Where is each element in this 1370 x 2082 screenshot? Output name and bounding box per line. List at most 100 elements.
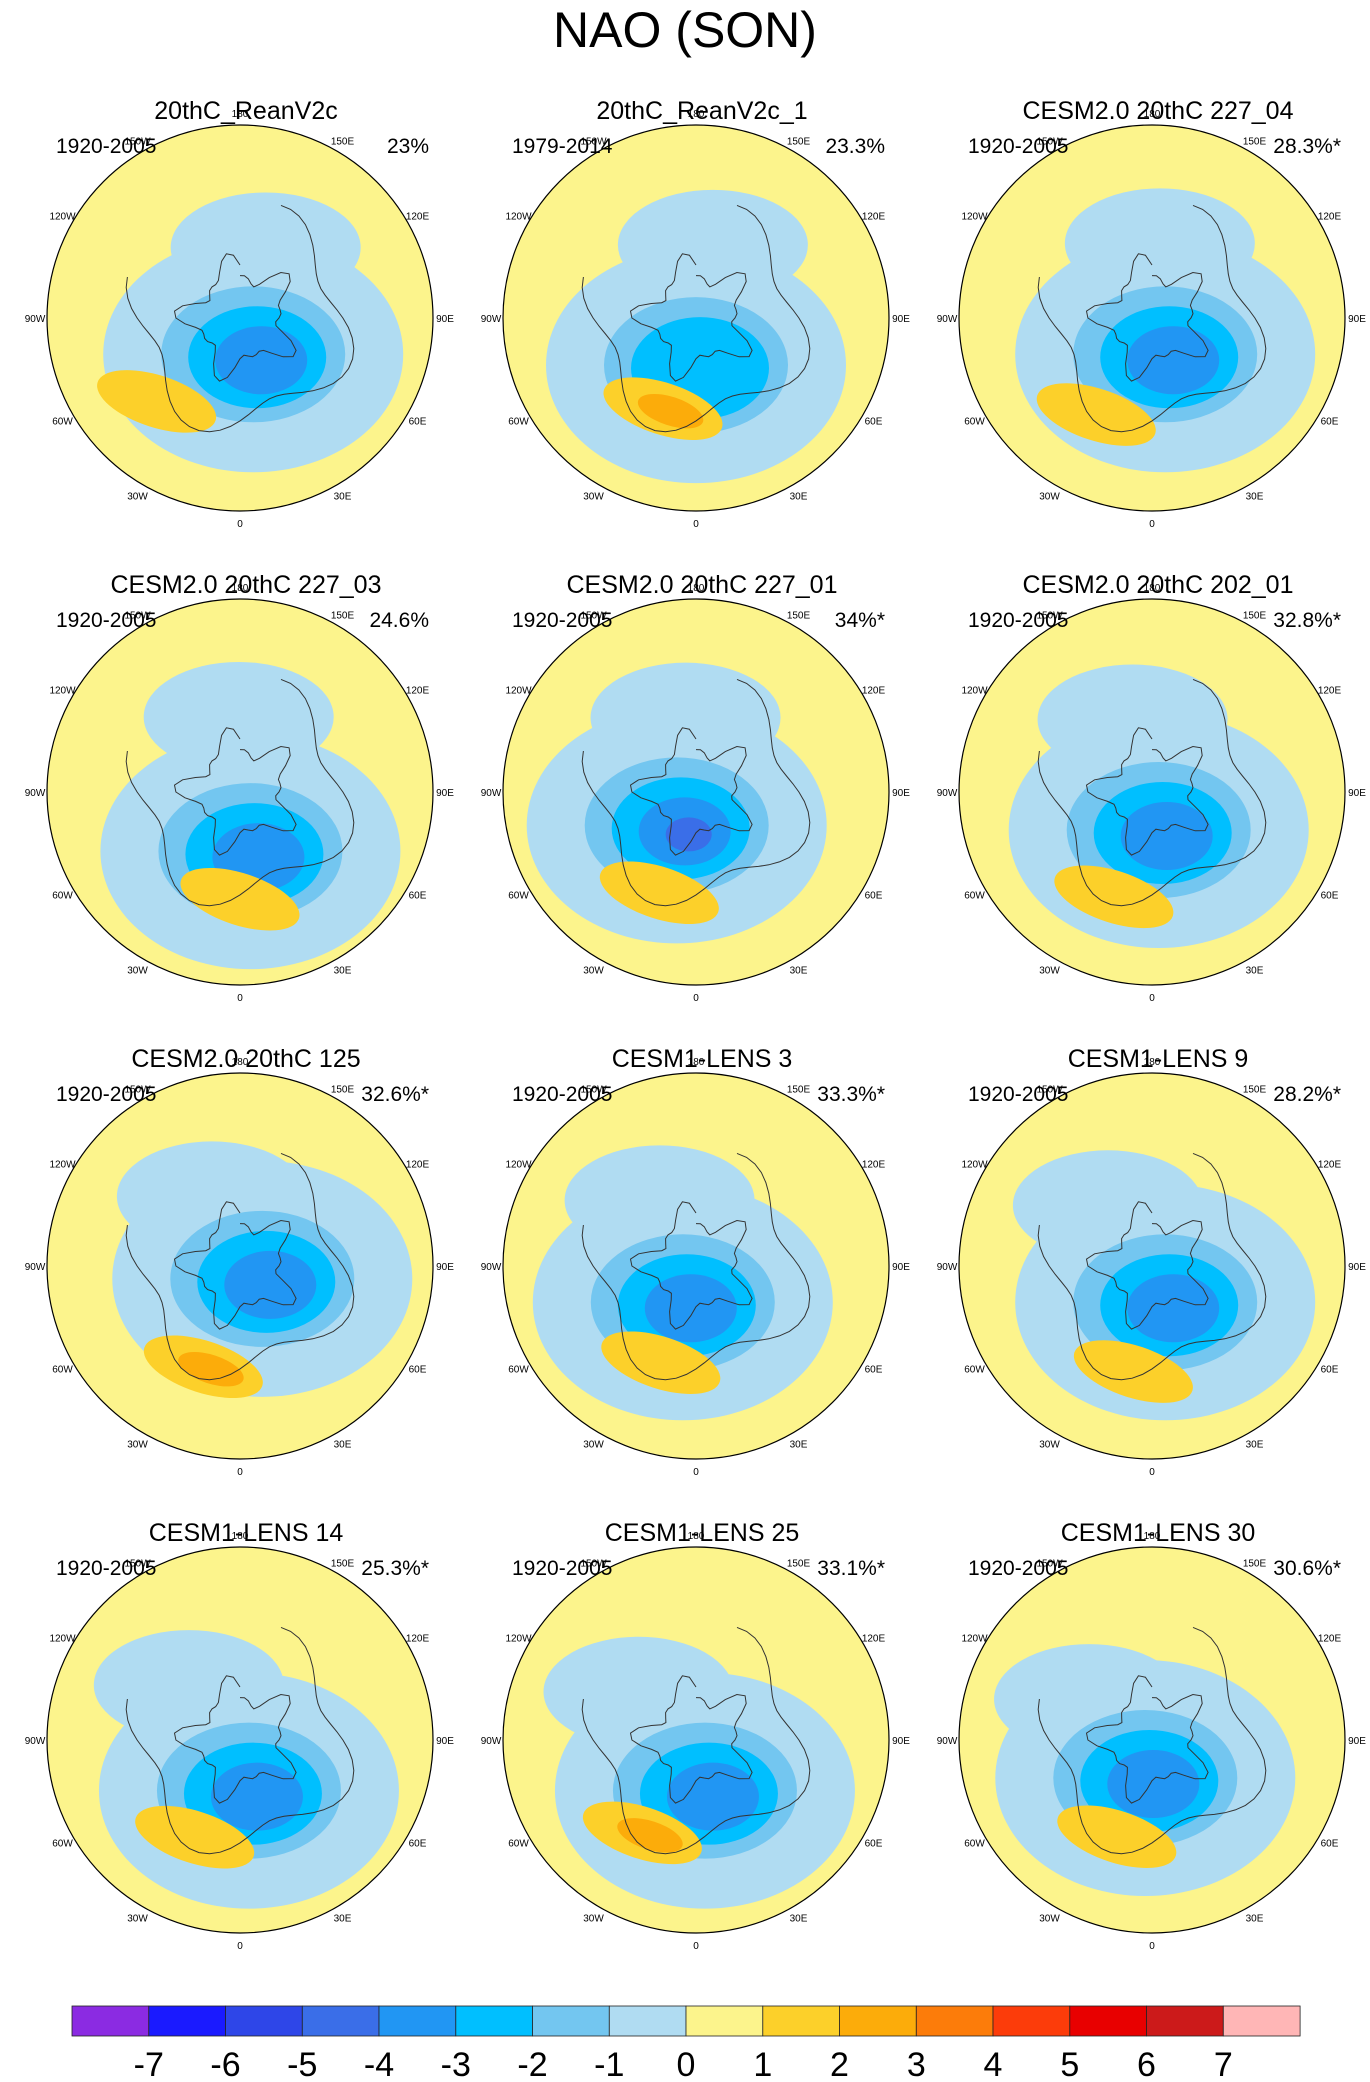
- map-boundary: [46, 124, 434, 512]
- longitude-label: 180: [1144, 109, 1161, 120]
- colorbar-bin: [378, 2005, 457, 2037]
- anomaly-contour--3: [644, 1274, 737, 1343]
- period-label: 1920-2005: [512, 1083, 613, 1106]
- colorbar-tick-label: -2: [517, 2046, 547, 2082]
- longitude-label: 180: [232, 583, 249, 594]
- anomaly-contour-pos2: [599, 861, 719, 925]
- longitude-label: 120E: [406, 212, 430, 223]
- polar-map: 180 150E 120E 90E 60E 30E 0 30W 60W 90W 120W 150W: [25, 109, 455, 530]
- period-label: 1920-2005: [968, 1083, 1069, 1106]
- polar-map: 180 150E 120E 90E 60E 30E 0 30W 60W 90W 120W 150W: [25, 1531, 455, 1952]
- longitude-label: 120E: [862, 1160, 886, 1171]
- map-panel: 180 150E 120E 90E 60E 30E 0 30W 60W 90W 120W 150W CE…: [474, 1518, 930, 1992]
- longitude-label: 0: [693, 993, 699, 1004]
- longitude-label: 150E: [331, 1559, 355, 1570]
- anomaly-contour-pos3: [178, 1352, 244, 1387]
- colorbar-bin: [1069, 2005, 1148, 2037]
- map-panel: 180 150E 120E 90E 60E 30E 0 30W 60W 90W 120W 150W 20…: [18, 96, 474, 570]
- polar-map: 180 150E 120E 90E 60E 30E 0 30W 60W 90W 120W 150W: [481, 109, 911, 530]
- longitude-label: 150W: [124, 611, 151, 622]
- longitude-label: 60W: [964, 1839, 985, 1850]
- anomaly-contour-pacific: [170, 192, 361, 303]
- longitude-label: 120W: [49, 212, 76, 223]
- variance-label: 28.2%*: [1273, 1083, 1341, 1106]
- map-boundary: [958, 1072, 1346, 1460]
- colorbar-tick-label: -7: [134, 2046, 164, 2082]
- polar-map: 180 150E 120E 90E 60E 30E 0 30W 60W 90W 120W 150W: [937, 583, 1367, 1004]
- map-panel: 180 150E 120E 90E 60E 30E 0 30W 60W 90W 120W 150W CE…: [930, 1518, 1370, 1992]
- variance-label: 23.3%: [825, 135, 885, 158]
- longitude-label: 180: [1144, 1057, 1161, 1068]
- colorbar-bin: [608, 2005, 687, 2037]
- anomaly-contour-pacific: [143, 661, 334, 772]
- colorbar-bin: [915, 2005, 994, 2037]
- anomaly-contour-pos2: [1057, 1805, 1177, 1869]
- period-label: 1920-2005: [512, 609, 613, 632]
- coastline: [1037, 1626, 1267, 1855]
- anomaly-contour-pacific: [1012, 1150, 1203, 1261]
- colorbar-tick-label: 3: [907, 2046, 926, 2082]
- map-boundary: [958, 124, 1346, 512]
- map-panel: 180 150E 120E 90E 60E 30E 0 30W 60W 90W 120W 150W CE…: [18, 1518, 474, 1992]
- longitude-label: 180: [232, 109, 249, 120]
- coastline: [173, 727, 297, 856]
- longitude-label: 90W: [481, 1262, 502, 1273]
- panel-title: 20thC_ReanV2c_1: [596, 97, 808, 125]
- map-boundary: [46, 1072, 434, 1460]
- map-panel: 180 150E 120E 90E 60E 30E 0 30W 60W 90W 120W 150W CE…: [18, 1044, 474, 1518]
- longitude-label: 90W: [25, 1262, 46, 1273]
- period-label: 1979-2014: [512, 135, 613, 158]
- longitude-label: 0: [1149, 519, 1155, 530]
- period-label: 1920-2005: [56, 1557, 157, 1580]
- longitude-label: 30W: [583, 966, 604, 977]
- longitude-label: 0: [237, 1467, 243, 1478]
- longitude-label: 30E: [790, 966, 808, 977]
- colorbar-bin: [225, 2005, 303, 2037]
- longitude-label: 120W: [961, 212, 988, 223]
- colorbar-bin: [71, 2005, 150, 2037]
- anomaly-contour--3: [224, 1250, 317, 1319]
- longitude-label: 180: [688, 1057, 705, 1068]
- anomaly-contour-pacific: [93, 1630, 284, 1741]
- longitude-label: 120E: [406, 1634, 430, 1645]
- longitude-label: 150E: [1243, 137, 1267, 148]
- longitude-label: 60W: [508, 891, 529, 902]
- colorbar-tick-label: 5: [1060, 2046, 1079, 2082]
- longitude-label: 30W: [1039, 1440, 1060, 1451]
- colorbar-tick-label: 2: [830, 2046, 849, 2082]
- longitude-label: 60E: [1321, 1365, 1339, 1376]
- longitude-label: 60E: [409, 891, 427, 902]
- longitude-label: 60W: [508, 1365, 529, 1376]
- anomaly-contour--3: [1127, 326, 1220, 395]
- colorbar-tick-label: 4: [984, 2046, 1003, 2082]
- longitude-label: 120W: [961, 1634, 988, 1645]
- anomaly-contour--4: [665, 817, 712, 852]
- longitude-label: 90W: [481, 1736, 502, 1747]
- longitude-label: 0: [237, 519, 243, 530]
- longitude-label: 30W: [1039, 492, 1060, 503]
- anomaly-contour-pos3: [617, 1818, 683, 1853]
- anomaly-contour-pos2: [135, 1805, 255, 1869]
- coastline: [629, 727, 753, 856]
- map-boundary: [502, 1072, 890, 1460]
- variance-label: 30.6%*: [1273, 1557, 1341, 1580]
- longitude-label: 0: [237, 1941, 243, 1952]
- longitude-label: 150E: [787, 611, 811, 622]
- longitude-label: 90W: [937, 314, 958, 325]
- panel-title: CESM1-LENS 9: [1067, 1045, 1249, 1073]
- variance-label: 25.3%*: [361, 1557, 429, 1580]
- longitude-label: 0: [1149, 1467, 1155, 1478]
- longitude-label: 90E: [436, 1262, 454, 1273]
- polar-map: 180 150E 120E 90E 60E 30E 0 30W 60W 90W 120W 150W: [481, 583, 911, 1004]
- coastline: [1085, 727, 1209, 856]
- longitude-label: 120W: [505, 686, 532, 697]
- period-label: 1920-2005: [56, 609, 157, 632]
- map-panel: 180 150E 120E 90E 60E 30E 0 30W 60W 90W 120W 150W CE…: [930, 570, 1370, 1044]
- coastline: [1085, 253, 1209, 382]
- longitude-label: 90E: [436, 788, 454, 799]
- longitude-label: 120W: [961, 1160, 988, 1171]
- longitude-label: 120W: [49, 1160, 76, 1171]
- longitude-label: 30E: [1246, 966, 1264, 977]
- anomaly-contour-pos2: [1073, 1340, 1193, 1403]
- colorbar-tick-label: 6: [1137, 2046, 1156, 2082]
